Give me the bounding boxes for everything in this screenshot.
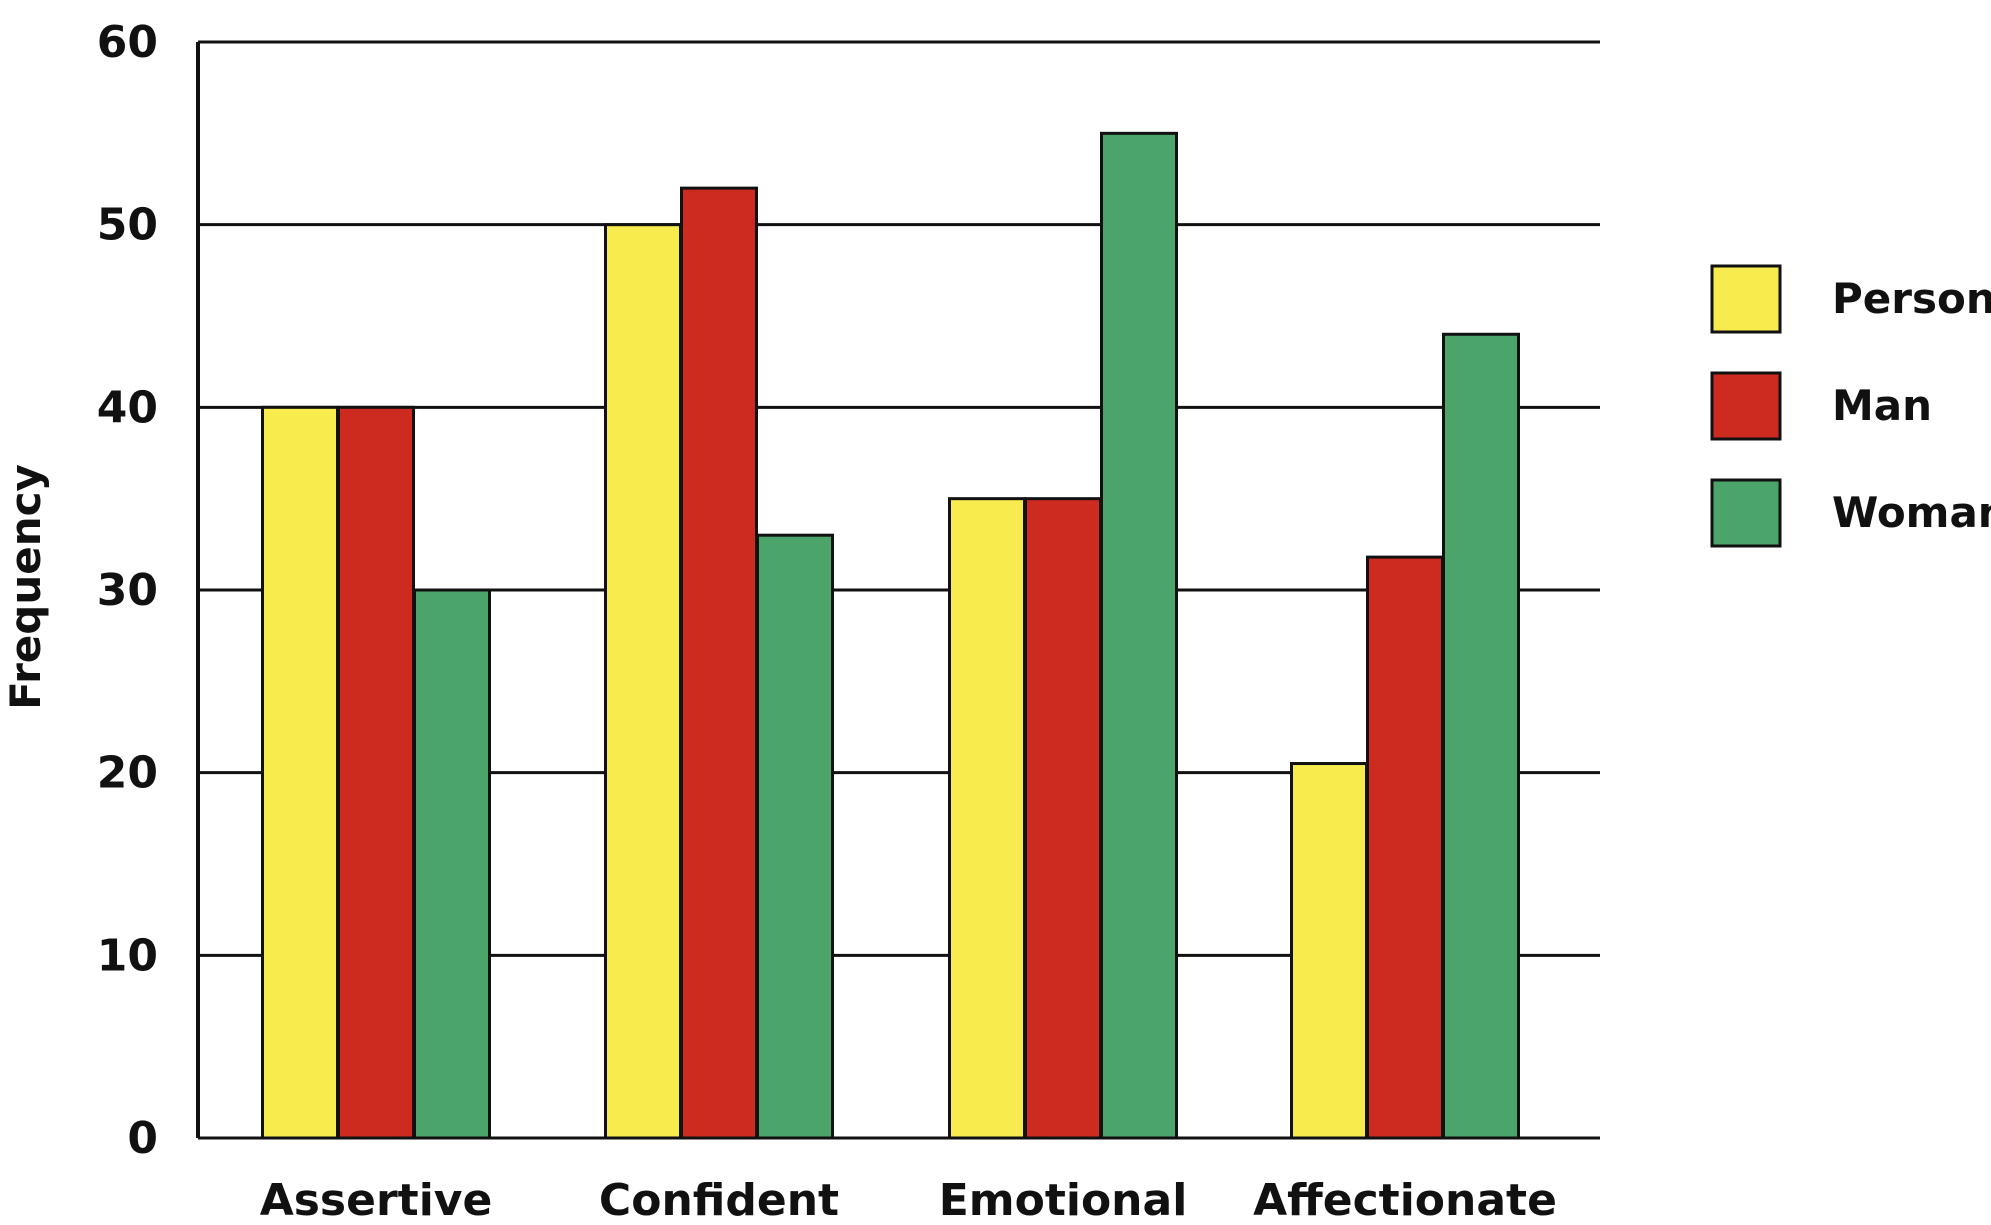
x-category-label: Confident bbox=[599, 1175, 839, 1225]
y-tick-labels: 0 10 20 30 40 50 60 bbox=[97, 17, 158, 1164]
bar-woman-emotional bbox=[1100, 131, 1178, 1140]
legend-label-man: Man bbox=[1832, 381, 1932, 430]
legend-swatch-person bbox=[1710, 264, 1782, 334]
bar-person-affectionate bbox=[1290, 762, 1368, 1140]
x-category-label: Emotional bbox=[939, 1175, 1188, 1225]
y-tick-label: 10 bbox=[97, 930, 158, 981]
bar-woman-assertive bbox=[413, 588, 491, 1140]
bar-woman-confident bbox=[756, 533, 834, 1140]
bar-person-emotional bbox=[948, 497, 1026, 1140]
y-axis-title: Frequency bbox=[1, 464, 50, 710]
y-tick-label: 20 bbox=[97, 748, 158, 799]
bar-man-affectionate bbox=[1366, 555, 1444, 1140]
bar-man-confident bbox=[680, 186, 758, 1140]
y-tick-label: 50 bbox=[97, 200, 158, 251]
legend-swatch-woman bbox=[1710, 478, 1782, 548]
legend: Person Man Woman bbox=[1710, 264, 1991, 548]
x-category-labels: Assertive Confident Emotional Affectionate bbox=[260, 1175, 1557, 1225]
legend-swatch-man bbox=[1710, 371, 1782, 441]
bar-man-assertive bbox=[337, 405, 415, 1140]
bar-woman-affectionate bbox=[1442, 332, 1520, 1140]
y-tick-label: 40 bbox=[97, 382, 158, 433]
y-tick-label: 30 bbox=[97, 565, 158, 616]
x-category-label: Assertive bbox=[260, 1175, 493, 1225]
legend-label-person: Person bbox=[1832, 274, 1991, 323]
legend-label-woman: Woman bbox=[1832, 488, 1991, 537]
bars bbox=[261, 131, 1520, 1140]
bar-person-confident bbox=[604, 223, 682, 1140]
bar-man-emotional bbox=[1024, 497, 1102, 1140]
x-category-label: Affectionate bbox=[1253, 1175, 1557, 1225]
y-tick-label: 60 bbox=[97, 17, 158, 68]
y-tick-label: 0 bbox=[127, 1113, 158, 1164]
bar-person-assertive bbox=[261, 405, 339, 1140]
